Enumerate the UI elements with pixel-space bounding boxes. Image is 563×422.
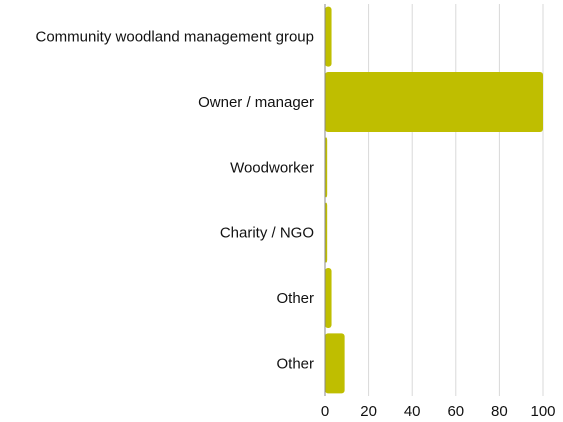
bar [325, 6, 332, 67]
bar [325, 268, 332, 328]
bar [325, 333, 345, 394]
x-tick-label: 80 [491, 403, 508, 420]
category-label: Community woodland management group [36, 29, 315, 46]
bar [325, 202, 328, 263]
x-tick-label: 40 [404, 403, 421, 420]
x-tick-label: 100 [530, 403, 555, 420]
category-label: Other [276, 355, 314, 372]
bar [325, 72, 543, 132]
gridlines [368, 4, 544, 396]
x-tick-labels: 0 20 40 60 80 100 [321, 403, 556, 420]
category-label: Owner / manager [198, 94, 314, 111]
category-label: Charity / NGO [220, 225, 314, 242]
x-tick-label: 20 [360, 403, 377, 420]
x-tick-label: 0 [321, 403, 329, 420]
category-labels: Community woodland management group Owner… [36, 29, 315, 373]
bar [325, 137, 328, 198]
category-label: Woodworker [230, 159, 314, 176]
bars [325, 6, 543, 394]
x-tick-label: 60 [447, 403, 464, 420]
category-label: Other [276, 290, 314, 307]
